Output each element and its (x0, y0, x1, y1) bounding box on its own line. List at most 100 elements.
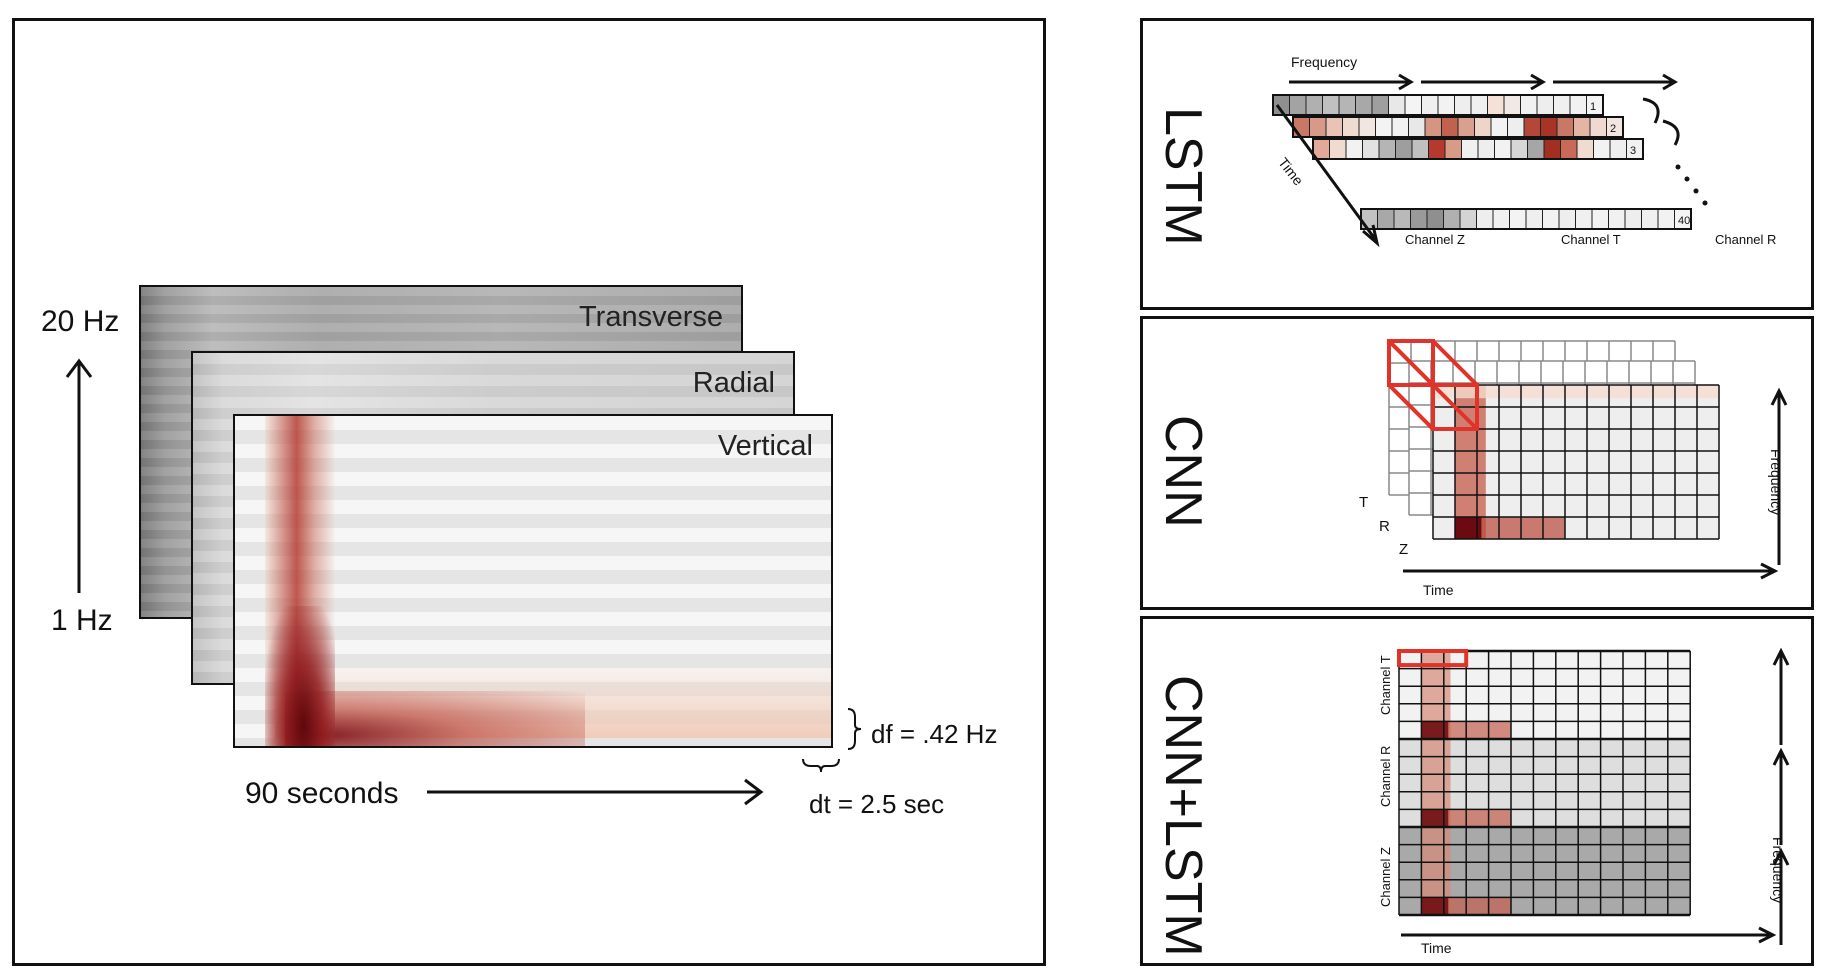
lstm-cell (1641, 208, 1659, 230)
lstm-sequence-rows: 1 2 3 40 (1272, 94, 1708, 230)
lstm-cell (1461, 138, 1479, 160)
frequency-up-arrow (65, 358, 93, 593)
lstm-cell (1477, 138, 1495, 160)
lstm-cell (1542, 208, 1560, 230)
lstm-row: 3 (1312, 138, 1644, 160)
lstm-cell (1525, 208, 1543, 230)
lstm-cell (1437, 94, 1455, 116)
lstm-channel-t: Channel T (1561, 232, 1621, 247)
lstm-cell (1490, 116, 1508, 138)
lstm-cell (1569, 94, 1587, 116)
time-label: 90 seconds (245, 777, 399, 810)
lstm-cell (1474, 116, 1492, 138)
cnn-title: CNN (1154, 415, 1212, 528)
cnn-letter-t: T (1359, 494, 1369, 511)
lstm-panel: LSTM Frequency 1 2 3 40 Time Channel Z Chan… (1140, 18, 1814, 310)
lstm-time-arrow (1275, 104, 1380, 248)
lstm-recurrent-arc (1662, 119, 1680, 146)
lstm-cell (1556, 116, 1574, 138)
freq-bottom-label: 1 Hz (51, 604, 113, 637)
lstm-title: LSTM (1154, 107, 1212, 246)
cnn-letter-z: Z (1399, 541, 1409, 558)
lstm-cell (1536, 94, 1554, 116)
lstm-cell (1470, 94, 1488, 116)
cnn-time-arrow (1403, 562, 1779, 580)
lstm-cell (1510, 138, 1528, 160)
lstm-row-number: 2 (1610, 123, 1616, 135)
lstm-cell (1428, 138, 1446, 160)
cnn-lstm-panel: CNN+LSTM Channel T Channel R Channel Z T… (1140, 616, 1814, 966)
cnn-lstm-channel-z: Channel Z (1378, 847, 1393, 907)
lstm-row: 2 (1292, 116, 1624, 138)
cnn-lstm-channel-r: Channel R (1378, 745, 1393, 807)
lstm-cell (1454, 94, 1472, 116)
lstm-cell (1591, 208, 1609, 230)
cnn-kernel-edge (1431, 383, 1479, 431)
cnn-lstm-time-label: Time (1421, 940, 1452, 956)
lstm-cell (1527, 138, 1545, 160)
cnn-channel-layer (1432, 384, 1720, 540)
lstm-cell (1575, 208, 1593, 230)
lstm-cell (1509, 208, 1527, 230)
lstm-ellipsis-dot (1693, 188, 1699, 194)
lstm-cell (1476, 208, 1494, 230)
cnn-kernel-front-face (1431, 383, 1479, 431)
cnn-lstm-frequency-arrows (1772, 647, 1790, 945)
cnn-frequency-label: Frequency (1768, 449, 1784, 516)
lstm-cell (1492, 208, 1510, 230)
cnn-grid-stack (1387, 339, 1720, 540)
lstm-cell (1393, 208, 1411, 230)
cnn-lstm-peak (1421, 897, 1449, 915)
lstm-row-border (1272, 94, 1604, 116)
cnn-kernel-edge (1387, 339, 1435, 387)
lstm-cell (1395, 138, 1413, 160)
spectrogram-panel: Transverse Radial Vertical 20 Hz 1 Hz 90… (12, 18, 1046, 966)
cnn-frequency-arrow (1770, 387, 1788, 565)
lstm-cell (1558, 208, 1576, 230)
cnn-lstm-title: CNN+LSTM (1154, 675, 1212, 957)
lstm-row-number: 40 (1678, 215, 1690, 227)
dt-brace (802, 758, 840, 773)
lstm-cell (1576, 138, 1594, 160)
lstm-cell (1523, 116, 1541, 138)
cnn-kernel-back-face (1387, 339, 1435, 387)
dt-label: dt = 2.5 sec (809, 789, 945, 819)
cnn-time-label: Time (1423, 582, 1454, 598)
lstm-cell (1624, 208, 1642, 230)
lstm-cell (1408, 116, 1426, 138)
lstm-channel-z: Channel Z (1405, 232, 1465, 247)
lstm-cell (1444, 138, 1462, 160)
vertical-spectrogram: Vertical (233, 414, 833, 748)
lstm-ellipsis-dot (1684, 176, 1690, 182)
lstm-cell (1608, 208, 1626, 230)
cnn-kernel-cube (1387, 339, 1479, 431)
lstm-channel-r: Channel R (1715, 232, 1777, 247)
cnn-low-freq-tail (1455, 517, 1565, 539)
cnn-peak (1455, 517, 1482, 539)
cnn-top-band (1433, 385, 1719, 399)
cnn-letter-r: R (1379, 518, 1390, 535)
cnn-lstm-peak (1421, 809, 1449, 827)
lstm-cell (1424, 116, 1442, 138)
lstm-cell (1560, 138, 1578, 160)
cnn-lstm-kernel-box (1397, 649, 1469, 668)
lstm-frequency-label: Frequency (1291, 54, 1358, 70)
lstm-cell (1609, 138, 1627, 160)
radial-label: Radial (692, 367, 775, 399)
lstm-cell (1503, 94, 1521, 116)
lstm-cell (1457, 116, 1475, 138)
lstm-cell (1507, 116, 1525, 138)
lstm-cell (1404, 94, 1422, 116)
lstm-cell (1573, 116, 1591, 138)
lstm-cell (1543, 138, 1561, 160)
lstm-cell (1411, 138, 1429, 160)
df-label: df = .42 Hz (871, 719, 998, 749)
lstm-cell (1421, 94, 1439, 116)
lstm-cell (1441, 116, 1459, 138)
lstm-cell (1593, 138, 1611, 160)
lstm-cell (1540, 116, 1558, 138)
lstm-cell (1410, 208, 1428, 230)
cnn-kernel-edge (1387, 383, 1435, 431)
lstm-ellipsis-dot (1675, 164, 1681, 170)
lstm-cell (1494, 138, 1512, 160)
